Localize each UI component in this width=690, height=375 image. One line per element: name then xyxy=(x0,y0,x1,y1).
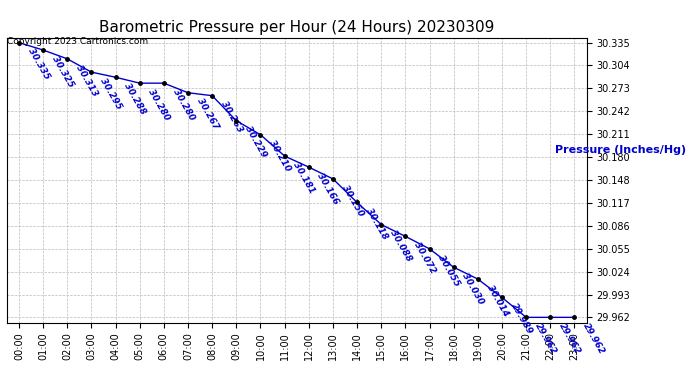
Title: Barometric Pressure per Hour (24 Hours) 20230309: Barometric Pressure per Hour (24 Hours) … xyxy=(99,20,495,35)
Text: 30.280: 30.280 xyxy=(171,87,196,122)
Text: 29.962: 29.962 xyxy=(582,321,607,356)
Text: 30.072: 30.072 xyxy=(413,240,437,275)
Text: 30.166: 30.166 xyxy=(316,171,341,206)
Text: 30.030: 30.030 xyxy=(461,272,486,306)
Text: 29.962: 29.962 xyxy=(533,321,558,356)
Text: 29.962: 29.962 xyxy=(558,321,582,356)
Text: 30.150: 30.150 xyxy=(340,183,365,218)
Text: Pressure (Inches/Hg): Pressure (Inches/Hg) xyxy=(555,145,687,155)
Text: 30.181: 30.181 xyxy=(292,160,317,195)
Text: 30.014: 30.014 xyxy=(485,283,510,318)
Text: 30.229: 30.229 xyxy=(244,125,268,159)
Text: 30.088: 30.088 xyxy=(388,229,413,263)
Text: 30.295: 30.295 xyxy=(99,76,124,111)
Text: 30.118: 30.118 xyxy=(364,207,389,241)
Text: 30.335: 30.335 xyxy=(26,47,51,81)
Text: 30.210: 30.210 xyxy=(268,139,293,173)
Text: 30.313: 30.313 xyxy=(75,63,99,98)
Text: 30.325: 30.325 xyxy=(50,54,75,88)
Text: Copyright 2023 Cartronics.com: Copyright 2023 Cartronics.com xyxy=(7,38,148,46)
Text: 29.989: 29.989 xyxy=(509,302,534,336)
Text: 30.280: 30.280 xyxy=(147,87,172,122)
Text: 30.055: 30.055 xyxy=(437,253,462,288)
Text: 30.288: 30.288 xyxy=(123,81,148,116)
Text: 30.263: 30.263 xyxy=(219,100,244,134)
Text: 30.267: 30.267 xyxy=(195,97,220,131)
